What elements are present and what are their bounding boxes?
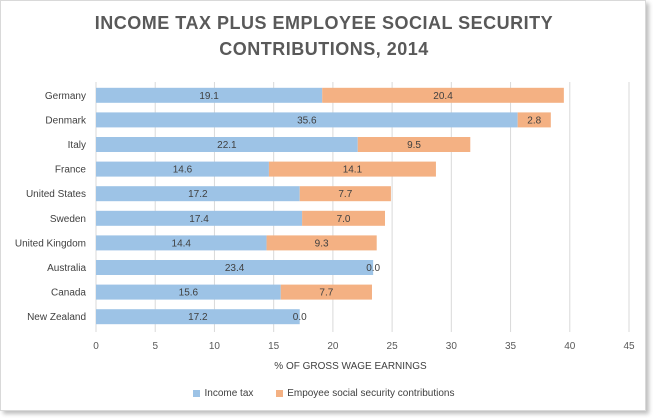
chart-title-line1: INCOME TAX PLUS EMPLOYEE SOCIAL SECURITY [94, 13, 554, 33]
legend-swatch-income-tax [193, 390, 201, 397]
data-label-united-states-social-security: 7.7 [338, 189, 352, 200]
bar-canada-social-security [280, 284, 372, 300]
bar-italy-income-tax [96, 137, 358, 152]
bar-france-social-security [268, 161, 436, 177]
x-tick-label-5: 5 [152, 341, 158, 352]
x-tick-label-15: 15 [268, 341, 280, 352]
x-tick-label-45: 45 [623, 341, 635, 352]
category-label-italy: Italy [68, 140, 86, 151]
category-label-canada: Canada [51, 288, 86, 299]
bar-united-states-income-tax [96, 186, 300, 202]
category-label-sweden: Sweden [50, 214, 86, 225]
data-label-sweden-income-tax: 17.4 [189, 214, 209, 225]
bar-united-states-social-security [299, 186, 391, 202]
category-label-united-states: United States [26, 189, 86, 200]
category-label-new-zealand: New Zealand [27, 312, 86, 323]
category-label-france: France [55, 165, 87, 176]
bar-united-kingdom-income-tax [96, 235, 267, 251]
data-label-australia-income-tax: 23.4 [225, 263, 245, 274]
data-label-germany-social-security: 20.4 [433, 91, 453, 102]
legend-item-social-security: Empoyee social security contributions [276, 388, 455, 399]
data-label-france-income-tax: 14.6 [173, 165, 193, 176]
chart-title-line2: CONTRIBUTIONS, 2014 [219, 39, 429, 59]
legend-item-income-tax: Income tax [193, 388, 253, 399]
bar-united-kingdom-social-security [266, 235, 377, 251]
data-label-new-zealand-social-security: 0.0 [293, 312, 307, 323]
legend: Income tax Empoyee social security contr… [1, 388, 647, 400]
category-label-germany: Germany [45, 91, 86, 102]
x-tick-label-25: 25 [387, 341, 399, 352]
x-axis-title: % OF GROSS WAGE EARNINGS [274, 361, 427, 372]
category-label-united-kingdom: United Kingdom [15, 238, 86, 249]
data-label-united-kingdom-income-tax: 14.4 [172, 238, 192, 249]
bar-sweden-income-tax [96, 210, 303, 226]
x-tick-label-10: 10 [209, 341, 221, 352]
category-label-australia: Australia [47, 263, 86, 274]
bar-sweden-social-security [302, 210, 386, 226]
chart-frame: INCOME TAX PLUS EMPLOYEE SOCIAL SECURITY… [0, 0, 646, 411]
x-tick-label-20: 20 [327, 341, 339, 352]
data-label-france-social-security: 14.1 [343, 165, 363, 176]
data-label-italy-social-security: 9.5 [407, 140, 421, 151]
bar-canada-income-tax [96, 284, 281, 300]
data-label-germany-income-tax: 19.1 [199, 91, 219, 102]
data-label-united-states-income-tax: 17.2 [188, 189, 208, 200]
data-label-italy-income-tax: 22.1 [217, 140, 237, 151]
bar-italy-social-security [357, 137, 471, 152]
legend-label-social-security: Empoyee social security contributions [287, 388, 455, 399]
category-label-denmark: Denmark [45, 115, 87, 126]
bar-denmark-income-tax [96, 112, 518, 128]
data-label-united-kingdom-social-security: 9.3 [315, 238, 329, 249]
bar-australia-income-tax [96, 260, 374, 275]
data-label-canada-income-tax: 15.6 [179, 288, 199, 299]
bar-new-zealand-income-tax [96, 309, 300, 325]
data-label-denmark-income-tax: 35.6 [297, 115, 317, 126]
data-label-canada-social-security: 7.7 [319, 288, 333, 299]
x-tick-label-35: 35 [505, 341, 517, 352]
bar-denmark-social-security [517, 112, 551, 128]
data-label-denmark-social-security: 2.8 [527, 115, 541, 126]
data-label-sweden-social-security: 7.0 [337, 214, 351, 225]
bar-germany-income-tax [96, 87, 323, 103]
legend-swatch-social-security [276, 390, 284, 397]
legend-label-income-tax: Income tax [204, 388, 254, 399]
data-label-new-zealand-income-tax: 17.2 [188, 312, 208, 323]
x-tick-label-30: 30 [446, 341, 458, 352]
x-tick-label-40: 40 [564, 341, 576, 352]
bar-germany-social-security [322, 87, 564, 103]
bar-chart: 0 5 10 15 20 25 30 35 40 45 % OF GROSS WAGE EARNIN… [15, 82, 635, 372]
bar-france-income-tax [96, 161, 269, 177]
data-label-australia-social-security: 0.0 [366, 263, 380, 274]
x-tick-label-0: 0 [93, 341, 99, 352]
